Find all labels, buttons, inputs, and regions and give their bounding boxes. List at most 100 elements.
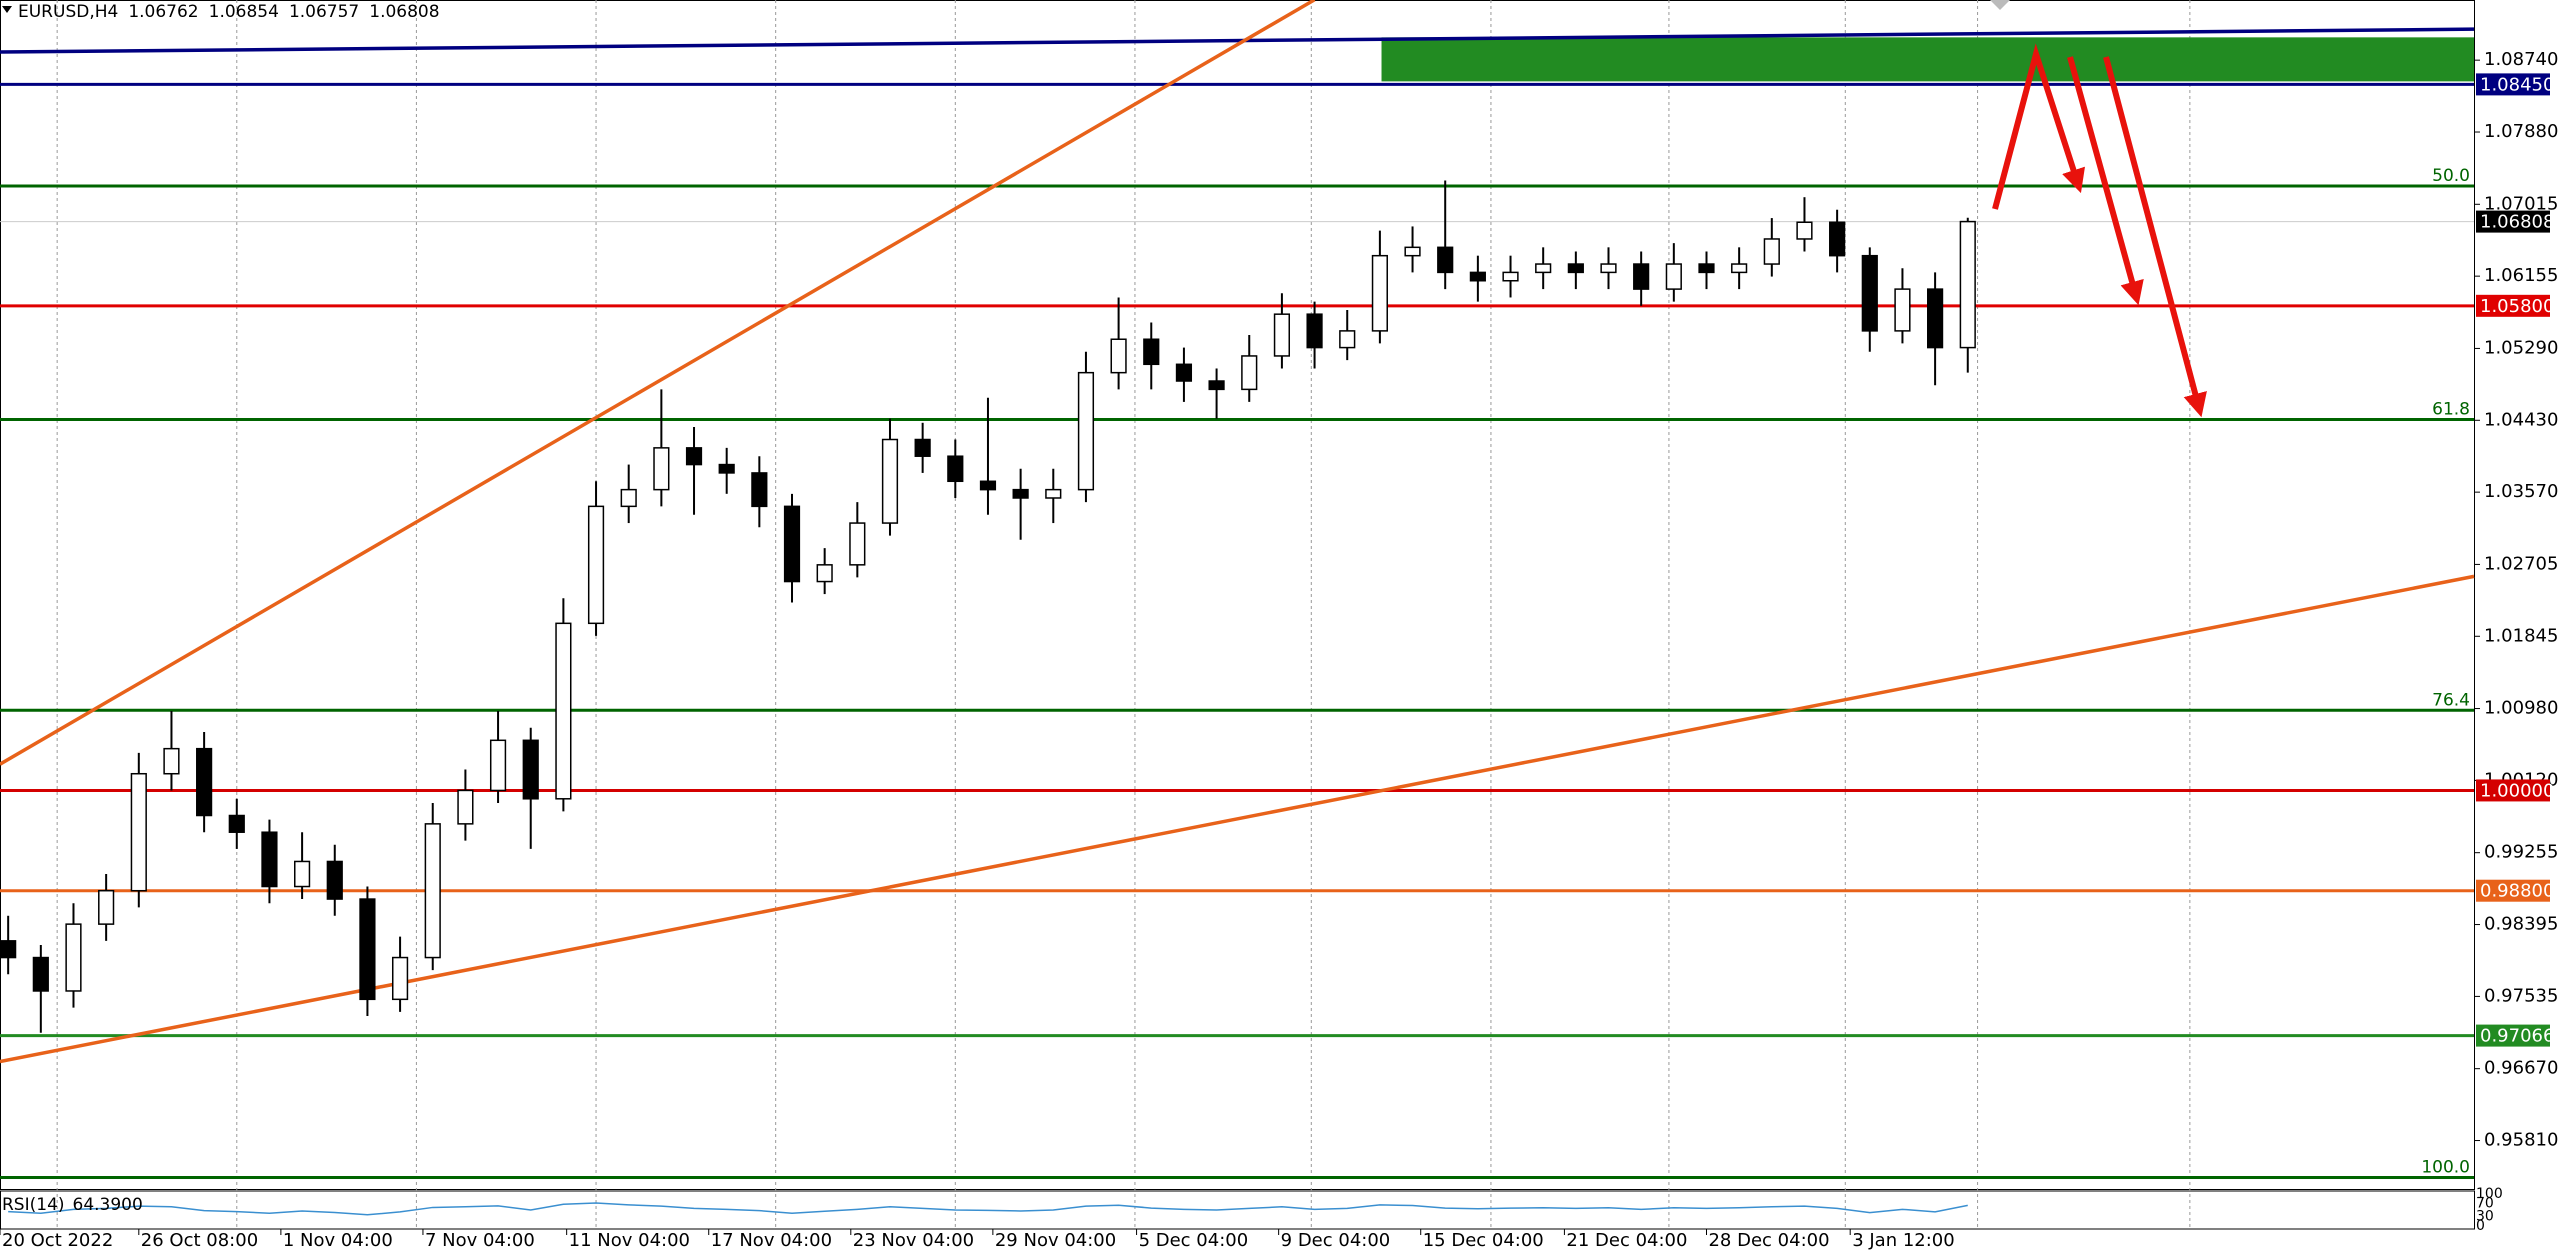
y-tick-label: 1.08740 — [2484, 49, 2558, 70]
x-tick-label: 23 Nov 04:00 — [853, 1230, 974, 1251]
trend-line — [0, 27, 2475, 54]
arrow — [2103, 56, 2207, 418]
rsi-label: RSI(14) 64.3900 — [2, 1195, 143, 1215]
y-tick-label: 0.96670 — [2484, 1058, 2558, 1079]
candle-body — [359, 898, 376, 1001]
price-box-label: 0.97066 — [2480, 1026, 2554, 1047]
header-value: 1.06808 — [369, 2, 439, 22]
header-value: 1.06854 — [209, 2, 279, 22]
candle-body — [653, 447, 670, 491]
candle-body — [1339, 330, 1356, 349]
candle-body — [1437, 246, 1454, 274]
trend-line — [0, 0, 1316, 766]
fib-label: 100.0 — [2421, 1158, 2470, 1178]
candle-body — [816, 564, 833, 583]
candle-body — [718, 463, 735, 474]
y-tick-label: 0.99255 — [2484, 842, 2558, 863]
x-tick-label: 3 Jan 12:00 — [1852, 1230, 1955, 1251]
trend-line — [0, 574, 2475, 1064]
candle-body — [914, 438, 931, 457]
candle-body — [130, 772, 147, 892]
candle-body — [1241, 355, 1258, 391]
x-tick-label: 17 Nov 04:00 — [711, 1230, 832, 1251]
candle-body — [1567, 263, 1584, 274]
header-value: 1.06762 — [128, 2, 198, 22]
rsi-frame — [0, 1190, 2475, 1230]
x-tick-label: 26 Oct 08:00 — [141, 1230, 258, 1251]
candle-body — [751, 472, 768, 508]
candle-body — [1143, 338, 1160, 366]
candle-body — [881, 438, 899, 524]
candle-body — [326, 860, 343, 900]
y-tick-label: 1.07880 — [2484, 121, 2558, 142]
x-tick-label: 7 Nov 04:00 — [425, 1230, 535, 1251]
candle-body — [1959, 220, 1976, 349]
price-box-label: 1.05800 — [2480, 296, 2554, 317]
candle-body — [555, 622, 572, 800]
symbol: EURUSD,H4 — [18, 2, 118, 22]
price-box — [2476, 879, 2550, 902]
candle-body — [261, 831, 278, 888]
fib-label: 61.8 — [2432, 399, 2470, 419]
candle-body — [1045, 488, 1062, 499]
price-box-label: 1.00000 — [2480, 780, 2554, 801]
candle-body — [1175, 363, 1193, 382]
price-box — [2476, 779, 2550, 802]
price-box — [2476, 1024, 2550, 1047]
candle-body — [294, 860, 311, 888]
candle-body — [783, 505, 801, 583]
candle-body — [1796, 221, 1813, 240]
x-tick-label: 29 Nov 04:00 — [995, 1230, 1116, 1251]
candle-body — [1404, 246, 1421, 257]
x-tick-label: 28 Dec 04:00 — [1708, 1230, 1829, 1251]
y-tick-label: 1.01845 — [2484, 625, 2558, 646]
candle-body — [1633, 263, 1650, 290]
candle-body — [979, 480, 997, 491]
candle-body — [1077, 371, 1095, 491]
price-box-label: 1.06808 — [2480, 212, 2554, 233]
y-tick-label: 1.02705 — [2484, 553, 2558, 574]
y-tick-label: 1.05290 — [2484, 337, 2558, 358]
candle-body — [424, 823, 441, 959]
candle-body — [196, 747, 213, 817]
candle-body — [1502, 271, 1519, 282]
candle-body — [1600, 263, 1617, 274]
candle-body — [1894, 288, 1911, 332]
y-tick-label: 0.97535 — [2484, 985, 2558, 1006]
y-tick-label: 1.00980 — [2484, 698, 2558, 719]
x-tick-label: 21 Dec 04:00 — [1566, 1230, 1687, 1251]
candle-body — [1829, 221, 1846, 257]
candle-body — [620, 488, 637, 508]
candle-body — [522, 739, 539, 800]
candle-body — [98, 889, 115, 925]
candle-body — [1731, 263, 1748, 274]
x-tick-label: 11 Nov 04:00 — [569, 1230, 690, 1251]
candle-body — [391, 956, 409, 1001]
candle-body — [1012, 488, 1029, 499]
header-value: 1.06757 — [289, 2, 359, 22]
candle-body — [1665, 263, 1682, 290]
rsi-tick-label: 100 — [2476, 1186, 2503, 1202]
price-box-label: 1.08450 — [2480, 74, 2554, 95]
annotation-layer — [2, 0, 2207, 418]
candle-body — [489, 739, 507, 792]
candle-body — [1698, 263, 1715, 274]
y-tick-label: 0.98395 — [2484, 914, 2558, 935]
rsi-name: RSI(14) — [2, 1195, 65, 1215]
candle-body — [1535, 263, 1552, 274]
zone — [1381, 37, 2474, 82]
marker — [1990, 0, 2010, 10]
y-tick-label: 0.95810 — [2484, 1130, 2558, 1151]
candle-body — [1469, 271, 1486, 282]
y-tick-label: 1.04430 — [2484, 409, 2558, 430]
candle-body — [457, 789, 474, 825]
chart-header: EURUSD,H4 1.06762 1.06854 1.06757 1.06808 — [18, 2, 440, 22]
price-box-label: 0.98800 — [2480, 881, 2554, 902]
x-tick-label: 5 Dec 04:00 — [1139, 1230, 1249, 1251]
candle-body — [228, 814, 245, 833]
candle-body — [1306, 313, 1323, 349]
y-tick-label: 1.03570 — [2484, 481, 2558, 502]
